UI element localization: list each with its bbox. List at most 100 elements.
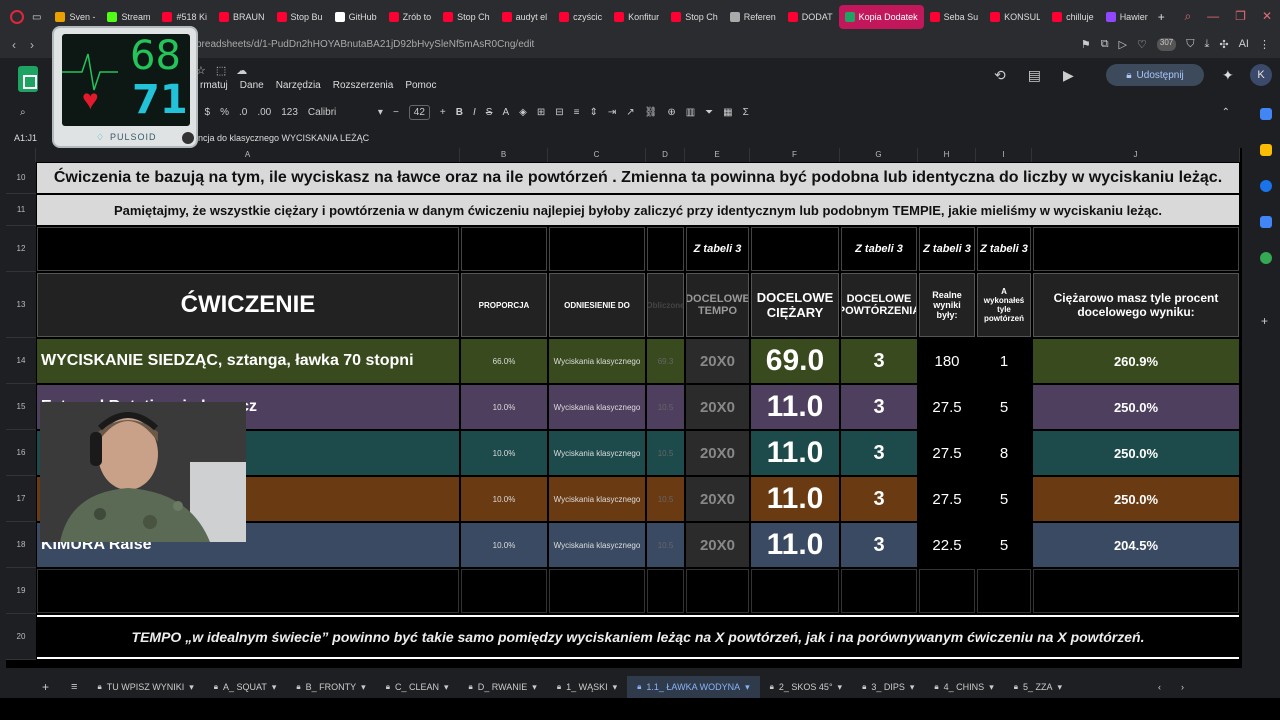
link-icon[interactable]: ⛓: [644, 106, 658, 118]
increase-font-icon[interactable]: +: [439, 106, 446, 118]
column-title-cell[interactable]: ĆWICZENIE: [37, 273, 459, 337]
calculated-cell[interactable]: 10.5: [647, 385, 684, 429]
reps-cell[interactable]: 3: [841, 477, 917, 521]
play-icon[interactable]: ▷: [1118, 39, 1128, 51]
ai-button[interactable]: AI: [1238, 38, 1249, 50]
empty-cell[interactable]: [1033, 569, 1239, 613]
row-header[interactable]: 10: [6, 162, 36, 194]
info-row-10[interactable]: Ćwiczenia te bazują na tym, ile wyciskas…: [37, 163, 1239, 193]
download-icon[interactable]: ⤓: [1204, 38, 1210, 50]
empty-cell[interactable]: [461, 569, 547, 613]
percent-cell[interactable]: 260.9%: [1033, 339, 1239, 383]
sheet-tab[interactable]: 🔒︎ TU WPISZ WYNIKI ▾: [87, 676, 203, 698]
browser-tab[interactable]: czyścic: [553, 5, 608, 29]
maps-icon[interactable]: [1260, 252, 1272, 264]
header-cell-row12[interactable]: Z tabeli 3: [977, 227, 1031, 271]
browser-tab[interactable]: Kopia Dodatek: [838, 5, 924, 29]
real-result-cell[interactable]: 27.5: [919, 431, 975, 475]
tasks-icon[interactable]: [1260, 180, 1272, 192]
fill-color-icon[interactable]: ◈: [519, 106, 527, 118]
number-format-button[interactable]: 123: [281, 106, 298, 118]
menu-icon[interactable]: ⋮: [1259, 39, 1270, 51]
avatar[interactable]: K: [1250, 64, 1272, 86]
empty-cell[interactable]: [977, 569, 1031, 613]
header-cell-row12[interactable]: Z tabeli 3: [841, 227, 917, 271]
extensions-badge[interactable]: 307: [1156, 38, 1177, 51]
empty-cell[interactable]: [751, 569, 839, 613]
cloud-icon[interactable]: ☁: [236, 65, 248, 77]
row-header[interactable]: 17: [6, 476, 36, 522]
new-tab-button[interactable]: +: [1157, 10, 1165, 24]
header-cell-row12[interactable]: [647, 227, 684, 271]
empty-cell[interactable]: [841, 569, 917, 613]
opera-logo-icon[interactable]: [10, 10, 24, 24]
rotate-icon[interactable]: ↗: [626, 106, 635, 118]
weight-cell[interactable]: 11.0: [751, 431, 839, 475]
column-header[interactable]: D: [646, 148, 685, 162]
gemini-icon[interactable]: ✦: [1222, 67, 1234, 83]
done-reps-cell[interactable]: 5: [977, 523, 1031, 567]
browser-tab[interactable]: GitHub: [329, 5, 383, 29]
grid-corner[interactable]: [6, 148, 36, 162]
column-header[interactable]: C: [548, 148, 646, 162]
header-cell-row12[interactable]: Z tabeli 3: [919, 227, 975, 271]
percent-cell[interactable]: 250.0%: [1033, 385, 1239, 429]
font-size-input[interactable]: 42: [408, 104, 430, 120]
tempo-cell[interactable]: 20X0: [686, 477, 749, 521]
comment-icon[interactable]: ⊕: [667, 106, 676, 118]
bookmark-icon[interactable]: ⚑: [1080, 39, 1091, 51]
collapse-toolbar-icon[interactable]: ⌃: [1221, 106, 1230, 118]
browser-tab[interactable]: chilluje: [1046, 5, 1100, 29]
percent-format-button[interactable]: %: [220, 106, 229, 118]
tempo-cell[interactable]: 20X0: [686, 339, 749, 383]
formula-input[interactable]: ncja do klasycznego WYCISKANIA LEŻĄC: [198, 133, 370, 143]
search-tabs-icon[interactable]: ⌕: [1184, 9, 1192, 23]
keep-icon[interactable]: [1260, 144, 1272, 156]
sheet-tab-menu-icon[interactable]: ▾: [271, 681, 277, 692]
sheet-tab-menu-icon[interactable]: ▾: [837, 681, 843, 692]
add-sheet-icon[interactable]: +: [42, 680, 50, 694]
column-header[interactable]: I: [976, 148, 1032, 162]
contacts-icon[interactable]: [1260, 216, 1272, 228]
wrap-icon[interactable]: ⇥: [607, 106, 617, 118]
sheet-tab[interactable]: 🔒︎ 2_ SKOS 45° ▾: [760, 676, 852, 698]
row-header[interactable]: 12: [6, 226, 36, 272]
column-title-cell[interactable]: DOCELOWE POWTÓRZENIA: [841, 273, 917, 337]
reps-cell[interactable]: 3: [841, 431, 917, 475]
percent-cell[interactable]: 204.5%: [1033, 523, 1239, 567]
chart-icon[interactable]: ▥: [685, 106, 696, 118]
sheet-tab-menu-icon[interactable]: ▾: [745, 681, 750, 692]
browser-tab[interactable]: Hawier: [1100, 5, 1154, 29]
proportion-cell[interactable]: 10.0%: [461, 385, 547, 429]
row-header[interactable]: 14: [6, 338, 36, 384]
heart-icon[interactable]: ♡: [1137, 39, 1147, 51]
empty-cell[interactable]: [919, 569, 975, 613]
header-cell-row12[interactable]: [37, 227, 459, 271]
valign-icon[interactable]: ⇕: [589, 106, 598, 118]
row-header[interactable]: 15: [6, 384, 36, 430]
sheet-tab-menu-icon[interactable]: ▾: [989, 681, 994, 692]
tab-manager-icon[interactable]: ▭: [32, 11, 42, 23]
sheets-logo-icon[interactable]: [18, 66, 38, 92]
column-title-cell[interactable]: Ciężarowo masz tyle procent docelowego w…: [1033, 273, 1239, 337]
screenshot-icon[interactable]: ⧉: [1100, 38, 1109, 50]
sheet-tab-menu-icon[interactable]: ▾: [443, 681, 449, 692]
shield-icon[interactable]: ⛉: [1186, 38, 1195, 50]
filter-icon[interactable]: ⏷: [705, 106, 714, 118]
reference-cell[interactable]: Wyciskania klasycznego: [549, 431, 645, 475]
tempo-cell[interactable]: 20X0: [686, 523, 749, 567]
calculated-cell[interactable]: 10.5: [647, 477, 684, 521]
all-sheets-icon[interactable]: ≡: [71, 681, 78, 693]
functions-icon[interactable]: Σ: [742, 106, 749, 118]
browser-tab[interactable]: DODAT: [782, 5, 839, 29]
move-icon[interactable]: ⬚: [215, 65, 227, 77]
sheet-tab[interactable]: 🔒︎ B_ FRONTY ▾: [286, 676, 375, 698]
borders-icon[interactable]: ⊞: [536, 106, 546, 118]
share-button[interactable]: 🔒︎ Udostępnij: [1106, 64, 1204, 86]
sheet-tab[interactable]: 🔒︎ 5_ ZZA ▾: [1004, 676, 1072, 698]
calculated-cell[interactable]: 10.5: [647, 523, 684, 567]
exercise-name-cell[interactable]: WYCISKANIE SIEDZĄC, sztanga, ławka 70 st…: [37, 339, 459, 383]
bold-icon[interactable]: B: [455, 106, 463, 118]
menu-help[interactable]: Pomoc: [405, 80, 437, 91]
column-header[interactable]: F: [750, 148, 840, 162]
